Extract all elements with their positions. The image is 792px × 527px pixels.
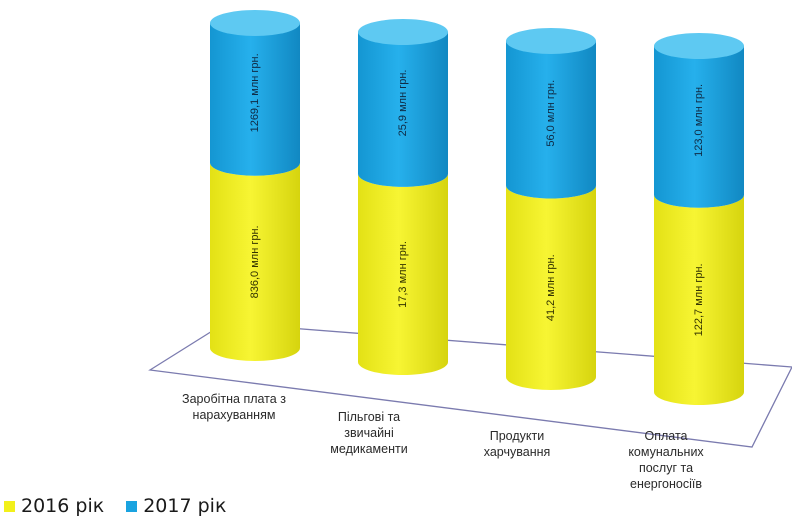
chart-floor (148, 322, 792, 448)
category-label-medicines: Пільгові та звичайні медикаменти (330, 410, 407, 456)
bar-cap-wages (210, 10, 300, 36)
bar-2017-wages (210, 23, 300, 176)
bar-2016-medicines (358, 173, 448, 375)
bar-cap-utilities (654, 33, 744, 59)
label-2017-food: 56,0 млн грн. (545, 80, 557, 147)
label-2017-medicines: 25,9 млн грн. (397, 70, 409, 137)
legend-label-2017: 2017 рік (143, 495, 227, 517)
bar-2016-food (506, 185, 596, 390)
legend: 2016 рік 2017 рік (4, 495, 226, 517)
bar-2017-food (506, 41, 596, 199)
bar-cap-medicines (358, 19, 448, 45)
label-2016-wages: 836,0 млн грн. (249, 225, 261, 298)
bar-2016-wages (210, 162, 300, 361)
legend-swatch-2017 (126, 500, 138, 512)
category-label-food: Продукти харчування (484, 429, 551, 459)
category-label-wages: Заробітна плата з нарахуванням (182, 392, 286, 422)
legend-item-2017: 2017 рік (126, 495, 226, 517)
label-2017-utilities: 123,0 млн грн. (693, 84, 705, 157)
bar-2017-utilities (654, 46, 744, 208)
category-label-utilities: Оплата комунальних послуг та енергоносіїв (628, 429, 704, 491)
label-2016-medicines: 17,3 млн грн. (397, 241, 409, 308)
label-2016-food: 41,2 млн грн. (545, 254, 557, 321)
legend-label-2016: 2016 рік (21, 495, 105, 517)
label-2016-utilities: 122,7 млн грн. (693, 263, 705, 336)
legend-swatch-2016 (4, 500, 15, 512)
label-2017-wages: 1269,1 млн грн. (249, 53, 261, 132)
bar-cap-food (506, 28, 596, 54)
legend-item-2016: 2016 рік (4, 495, 104, 517)
bar-2016-utilities (654, 194, 744, 405)
bar-2017-medicines (358, 32, 448, 187)
